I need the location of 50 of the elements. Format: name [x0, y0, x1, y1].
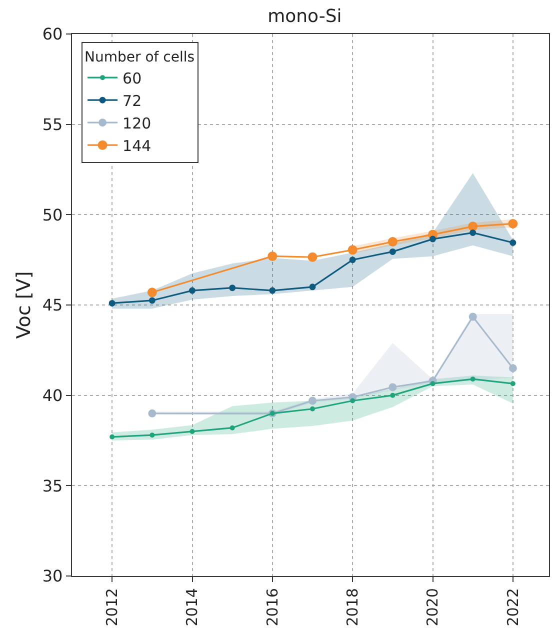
point — [350, 398, 356, 404]
legend-label: 144 — [122, 136, 152, 155]
point — [349, 256, 356, 264]
x-tick-label: 2018 — [343, 588, 362, 626]
y-tick-label: 55 — [42, 114, 63, 134]
x-tick-label: 2014 — [183, 588, 202, 626]
y-tick-label: 50 — [42, 205, 63, 224]
point — [388, 383, 397, 392]
point — [470, 229, 476, 236]
x-tick-label: 2022 — [504, 588, 522, 626]
point — [229, 284, 236, 292]
legend-title: Number of cells — [84, 49, 195, 66]
point — [108, 300, 116, 306]
point — [508, 218, 518, 228]
point — [468, 222, 478, 232]
point — [268, 251, 278, 261]
point — [468, 312, 477, 321]
point — [189, 287, 196, 294]
point — [148, 409, 156, 418]
legend-label: 120 — [122, 114, 152, 132]
point — [470, 376, 476, 382]
point — [390, 392, 396, 398]
point — [430, 381, 436, 386]
x-tick-label: 2020 — [424, 588, 442, 626]
chart-title: mono-Si — [268, 6, 342, 28]
point — [308, 396, 316, 405]
x-tick-label: 2012 — [102, 588, 121, 626]
point — [308, 252, 318, 262]
y-tick-label: 45 — [42, 296, 63, 315]
y-tick-label: 30 — [42, 566, 63, 586]
point — [510, 381, 516, 386]
point — [190, 428, 195, 434]
point — [508, 364, 517, 372]
y-axis-title: Voc [V] — [13, 271, 36, 339]
point — [510, 239, 516, 246]
y-tick-label: 40 — [42, 386, 63, 405]
legend-label: 60 — [122, 69, 142, 88]
x-tick-label: 2016 — [263, 588, 282, 626]
point — [309, 284, 316, 290]
point — [110, 434, 115, 440]
legend-label: 72 — [122, 92, 142, 110]
point — [310, 406, 315, 412]
point — [147, 288, 157, 298]
point — [230, 425, 235, 430]
point — [389, 248, 396, 255]
point — [148, 297, 156, 304]
point — [269, 287, 276, 294]
point — [150, 432, 155, 438]
y-tick-label: 60 — [42, 24, 63, 44]
y-tick-label: 35 — [42, 476, 63, 496]
